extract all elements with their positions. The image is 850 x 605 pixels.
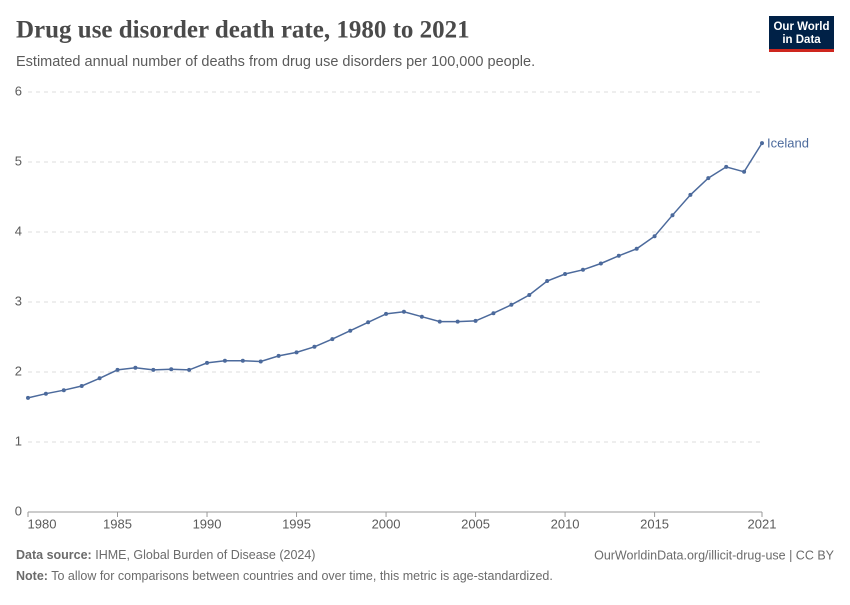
logo-text: Our World [773,21,829,33]
logo-box [769,16,834,49]
point [187,367,192,372]
point [419,314,424,319]
point [670,213,675,218]
point [312,344,317,349]
x-tick-label: 2021 [748,516,777,531]
point [258,359,263,364]
point [240,358,245,363]
point [401,309,406,314]
x-tick-label: 2015 [640,516,669,531]
point [545,279,550,283]
point [652,234,657,239]
point [79,384,84,388]
source-text: IHME, Global Burden of Disease (2024) [95,548,315,562]
point [366,320,371,325]
point [616,253,621,258]
point [760,141,764,146]
logo[interactable]: Our World in Data [769,16,834,52]
point [580,267,585,272]
logo-text: in Data [782,34,821,46]
point [205,360,210,365]
point [151,367,156,372]
point [724,164,729,169]
point [169,367,174,372]
point [276,353,281,358]
x-tick-label: 2005 [461,516,490,531]
x-tick-label: 1995 [282,516,311,531]
y-tick-label: 4 [15,223,22,238]
point [706,176,711,181]
x-tick-label: 1990 [193,516,222,531]
x-tick-label: 1980 [28,516,57,531]
point [437,319,442,324]
point [330,337,335,342]
note: Note: To allow for comparisons between c… [16,569,553,583]
point [384,311,389,316]
source: Data source: IHME, Global Burden of Dise… [16,548,315,562]
point [473,318,478,323]
source-label: Data source: [16,548,92,562]
point [742,169,747,174]
point [527,293,532,297]
x-tick-label: 2000 [372,516,401,531]
note-label: Note: [16,569,48,583]
note-text: To allow for comparisons between countri… [51,569,553,583]
point [222,358,227,363]
point [26,395,30,400]
point [115,367,120,372]
point [43,391,48,396]
source-url[interactable]: OurWorldinData.org/illicit-drug-use | CC… [594,548,835,562]
y-tick-label: 1 [15,433,22,448]
y-tick-label: 2 [15,363,22,378]
point [133,365,138,370]
x-tick-label: 2010 [551,516,580,531]
point [509,302,514,307]
point [491,311,496,316]
point [61,388,66,393]
point [634,246,639,251]
point [688,192,693,197]
y-tick-label: 0 [15,503,22,518]
point [97,376,102,381]
point [455,319,460,324]
y-tick-label: 3 [15,293,22,308]
chart-title: Drug use disorder death rate, 1980 to 20… [16,17,470,44]
point [294,350,299,355]
x-tick-label: 1985 [103,516,132,531]
logo-bar [769,49,834,52]
point [348,328,353,333]
chart-subtitle: Estimated annual number of deaths from d… [16,54,535,70]
series-label: Iceland [767,136,809,151]
point [563,272,568,276]
point [598,261,603,266]
y-tick-label: 5 [15,153,22,168]
line [27,142,763,399]
y-tick-label: 6 [15,83,22,98]
